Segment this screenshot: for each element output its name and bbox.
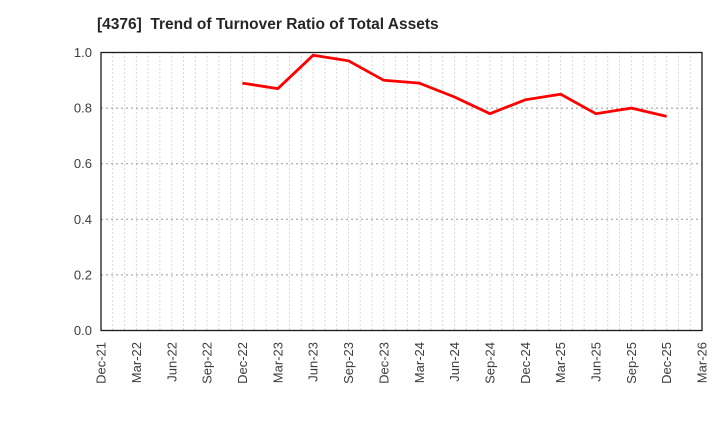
vertical-gridlines — [112, 52, 691, 331]
x-tick-label: Dec-24 — [518, 342, 533, 384]
plot-border — [100, 51, 703, 332]
x-tick-label: Dec-23 — [376, 342, 391, 384]
x-tick-label: Mar-26 — [695, 342, 710, 383]
x-tick-label: Dec-21 — [94, 342, 109, 384]
x-tick-label: Jun-25 — [588, 342, 603, 382]
x-axis-labels: Dec-21 Mar-22 Jun-22 Sep-22 Dec-22 Mar-23 Jun-… — [94, 342, 710, 384]
x-tick-label: Sep-25 — [624, 342, 639, 384]
x-tick-label: Sep-23 — [341, 342, 356, 384]
y-axis-labels: 0.0 0.2 0.4 0.6 0.8 1.0 — [74, 45, 92, 338]
y-tick-label: 1.0 — [74, 45, 92, 60]
x-tick-label: Dec-22 — [235, 342, 250, 384]
x-tick-label: Sep-22 — [200, 342, 215, 384]
y-tick-label: 0.8 — [74, 101, 92, 116]
chart-title: [4376] Trend of Turnover Ratio of Total … — [97, 16, 439, 33]
y-tick-label: 0.6 — [74, 156, 92, 171]
y-tick-label: 0.0 — [74, 323, 92, 338]
horizontal-gridlines — [101, 52, 702, 276]
data-line — [242, 53, 667, 118]
x-tick-label: Jun-24 — [447, 342, 462, 382]
y-tick-label: 0.4 — [74, 212, 92, 227]
x-tick-label: Sep-24 — [482, 342, 497, 384]
x-tick-label: Mar-25 — [553, 342, 568, 383]
x-tick-label: Jun-22 — [164, 342, 179, 382]
x-tick-label: Jun-23 — [306, 342, 321, 382]
x-tick-label: Mar-22 — [129, 342, 144, 383]
y-tick-label: 0.2 — [74, 267, 92, 282]
x-tick-label: Dec-25 — [659, 342, 674, 384]
x-tick-label: Mar-23 — [270, 342, 285, 383]
x-tick-label: Mar-24 — [412, 342, 427, 383]
